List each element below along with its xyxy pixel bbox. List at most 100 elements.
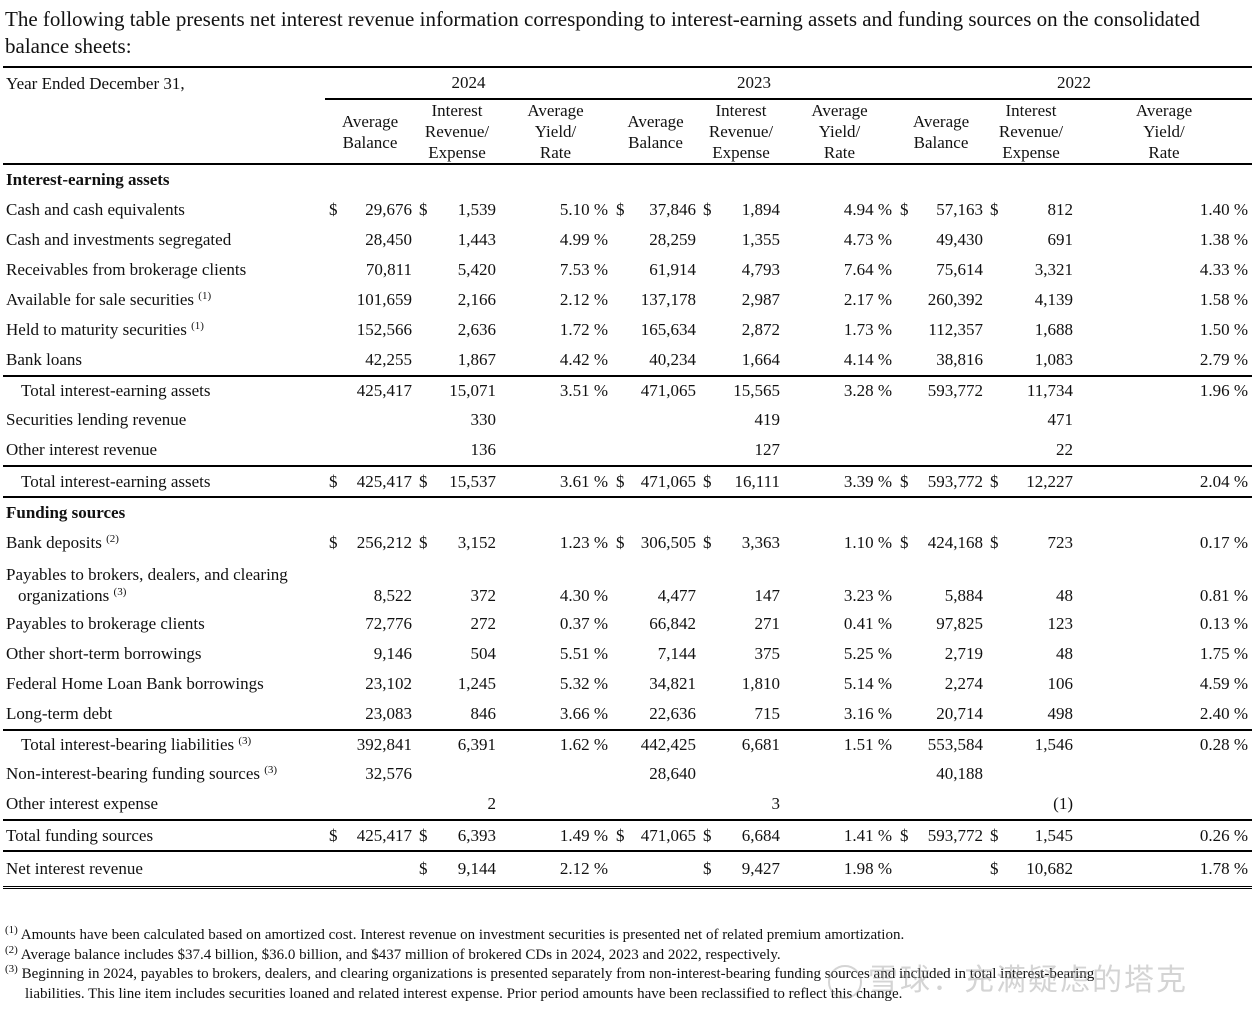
interest-cell: 1,443 xyxy=(457,230,496,249)
interest-cell xyxy=(1008,759,1076,789)
yield-rate-cell xyxy=(783,789,896,820)
currency-symbol: $ xyxy=(325,465,347,498)
row-label: Non-interest-bearing funding sources (3) xyxy=(3,759,325,789)
average-balance-cell: 49,430 xyxy=(936,230,983,249)
yield-rate-cell: 1.62 % xyxy=(499,729,612,759)
footnote-marker: (3) xyxy=(264,764,278,776)
currency-symbol xyxy=(699,375,721,405)
average-balance-cell: 22,636 xyxy=(649,704,696,723)
yield-rate-cell: 1.41 % xyxy=(783,819,896,852)
currency-symbol xyxy=(986,759,1008,789)
table-row: Securities lending revenue 330 419 471 xyxy=(3,405,1252,435)
currency-symbol xyxy=(415,759,437,789)
interest-cell: 106 xyxy=(1047,674,1074,693)
column-header-average-yield-rate-2023: Average Yield/Rate xyxy=(783,99,896,165)
currency-symbol xyxy=(986,639,1008,669)
currency-symbol xyxy=(415,405,437,435)
yield-rate-cell: 0.13 % xyxy=(1199,614,1248,633)
interest-cell: 812 xyxy=(1047,200,1074,219)
yield-rate-cell: 4.94 % xyxy=(843,200,892,219)
column-header-line: Rate xyxy=(539,143,572,162)
yield-rate-cell: 1.38 % xyxy=(1199,230,1248,249)
yield-rate-cell xyxy=(1076,435,1252,466)
intro-paragraph: The following table presents net interes… xyxy=(5,7,1200,58)
interest-cell: 2,636 xyxy=(457,320,496,339)
average-balance-cell: 32,576 xyxy=(365,764,412,783)
yield-rate-cell: 0.37 % xyxy=(559,614,608,633)
year-ended-label: Year Ended December 31, xyxy=(3,66,325,99)
yield-rate-cell: 5.14 % xyxy=(843,674,892,693)
row-label-text: Available for sale securities xyxy=(6,290,195,309)
yield-rate-cell: 1.98 % xyxy=(783,850,896,889)
row-label-text: Other short-term borrowings xyxy=(6,644,202,663)
currency-symbol xyxy=(699,225,721,255)
row-label-text: Total interest-earning assets xyxy=(21,471,211,491)
average-balance-cell: 70,811 xyxy=(365,260,412,279)
currency-symbol xyxy=(612,729,634,759)
interest-cell: 11,734 xyxy=(1008,375,1076,405)
currency-symbol xyxy=(612,669,634,699)
currency-symbol xyxy=(415,315,437,345)
currency-symbol xyxy=(325,255,347,285)
yield-rate-cell: 0.81 % xyxy=(1199,586,1248,605)
footnote-marker: (1) xyxy=(191,320,204,332)
currency-symbol xyxy=(699,699,721,730)
row-label: Total interest-earning assets xyxy=(3,375,325,405)
yield-rate-cell xyxy=(499,405,612,435)
row-label: Available for sale securities (1) xyxy=(3,285,325,315)
currency-symbol xyxy=(612,315,634,345)
currency-symbol: $ xyxy=(616,533,625,552)
yield-rate-cell xyxy=(499,759,612,789)
yield-rate-cell: 3.61 % xyxy=(499,465,612,498)
interest-cell: 5,420 xyxy=(457,260,496,279)
table-row: Non-interest-bearing funding sources (3)… xyxy=(3,759,1252,789)
table-row: Bank loans 42,255 1,867 4.42 % 40,234 1,664 4.… xyxy=(3,345,1252,376)
yield-rate-cell: 3.23 % xyxy=(843,586,892,605)
currency-symbol xyxy=(325,669,347,699)
column-header-line: Balance xyxy=(913,132,969,152)
table-row: Available for sale securities (1) 101,659… xyxy=(3,285,1252,315)
currency-symbol xyxy=(699,669,721,699)
average-balance-cell: 425,417 xyxy=(347,375,415,405)
interest-cell: 2 xyxy=(487,794,497,813)
yield-rate-cell: 2.12 % xyxy=(559,290,608,309)
currency-symbol xyxy=(896,729,918,759)
interest-cell: 127 xyxy=(754,440,781,459)
interest-cell: 330 xyxy=(470,410,497,429)
average-balance-cell: 256,212 xyxy=(356,533,412,552)
section-title: Interest-earning assets xyxy=(6,170,170,189)
yield-rate-cell: 4.42 % xyxy=(559,350,608,369)
table-row: Total interest-earning assets $425,417 $15… xyxy=(3,465,1252,498)
currency-symbol xyxy=(612,345,634,376)
currency-symbol xyxy=(612,639,634,669)
currency-symbol xyxy=(415,669,437,699)
column-header-interest-revenue-expense-2022: Interest Revenue/Expense xyxy=(986,99,1076,165)
currency-symbol xyxy=(986,609,1008,639)
currency-symbol xyxy=(325,789,347,820)
average-balance-cell: 165,634 xyxy=(640,320,696,339)
yield-rate-cell: 2.17 % xyxy=(843,290,892,309)
yield-rate-cell: 0.41 % xyxy=(843,614,892,633)
row-label: Net interest revenue xyxy=(3,850,325,889)
column-header-row: Average Balance Interest Revenue/Expense Ave… xyxy=(3,99,1252,165)
yield-rate-cell: 1.49 % xyxy=(499,819,612,852)
column-header-line: Expense xyxy=(1002,143,1060,162)
row-label-text: Total funding sources xyxy=(6,825,154,845)
average-balance-cell: 61,914 xyxy=(649,260,696,279)
currency-symbol: $ xyxy=(703,200,712,219)
interest-cell: 136 xyxy=(470,440,497,459)
interest-cell: 2,166 xyxy=(457,290,496,309)
average-balance-cell xyxy=(347,405,415,435)
footnote: (3) Beginning in 2024, payables to broke… xyxy=(5,964,1245,985)
yield-rate-cell: 1.51 % xyxy=(783,729,896,759)
column-header-line: Expense xyxy=(428,143,486,162)
currency-symbol xyxy=(896,225,918,255)
average-balance-cell xyxy=(918,850,986,889)
year-2022-header: 2022 xyxy=(896,66,1252,100)
yield-rate-cell: 7.53 % xyxy=(559,260,608,279)
table-row: Total funding sources $425,417 $6,393 1.49 … xyxy=(3,819,1252,852)
interest-cell: 1,867 xyxy=(457,350,496,369)
row-label-text: Payables to brokers, dealers, and cleari… xyxy=(6,565,288,584)
average-balance-cell: 72,776 xyxy=(365,614,412,633)
yield-rate-cell: 0.28 % xyxy=(1076,729,1252,759)
